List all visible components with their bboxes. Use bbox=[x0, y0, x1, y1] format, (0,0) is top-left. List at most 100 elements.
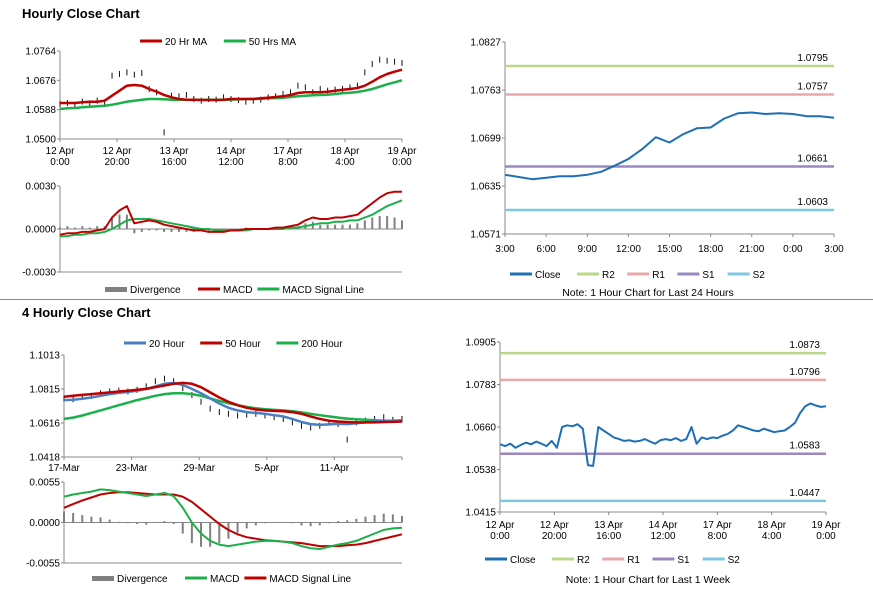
hourly-levels-y-tick: 1.0763 bbox=[470, 86, 501, 97]
four-hourly-levels-x-tick: 12 Apr bbox=[540, 520, 570, 531]
four-hourly-levels-x-tick: 16:00 bbox=[596, 531, 621, 542]
hourly-levels-legend-label: R1 bbox=[652, 270, 665, 281]
four-hourly-levels-note: Note: 1 Hour Chart for Last 1 Week bbox=[566, 574, 731, 586]
four-hourly-macd-legend-swatch bbox=[92, 576, 114, 581]
macd-line bbox=[59, 190, 402, 236]
hourly-price-x-tick: 12 Apr bbox=[46, 146, 76, 157]
hourly-levels-x-tick: 21:00 bbox=[739, 244, 764, 255]
level-label-r1: 1.0757 bbox=[797, 82, 828, 93]
level-label-s1: 1.0661 bbox=[797, 154, 828, 165]
four-hourly-levels-legend-label: S1 bbox=[677, 555, 690, 566]
hourly-price-x-tick: 0:00 bbox=[50, 157, 70, 168]
hourly-levels-legend-label: R2 bbox=[602, 270, 615, 281]
hourly-macd-legend-label: MACD bbox=[223, 285, 252, 296]
four-hourly-macd-legend-label: MACD bbox=[210, 574, 239, 585]
level-label-r2: 1.0795 bbox=[797, 53, 828, 64]
four-hourly-levels-y-tick: 1.0660 bbox=[465, 423, 496, 434]
four-hourly-levels-x-tick: 20:00 bbox=[542, 531, 567, 542]
four-hourly-price-y-tick: 1.1013 bbox=[29, 351, 60, 362]
hourly-price-x-tick: 18 Apr bbox=[331, 146, 361, 157]
four-hourly-levels-legend-label: Close bbox=[510, 555, 536, 566]
hourly-price-legend-label: 50 Hrs MA bbox=[249, 37, 297, 48]
close-line bbox=[499, 402, 827, 467]
hourly-levels-x-tick: 0:00 bbox=[783, 244, 803, 255]
hourly-macd-y-tick: 0.0000 bbox=[25, 225, 56, 236]
hourly-macd-legend-label: MACD Signal Line bbox=[282, 285, 364, 296]
four-hourly-macd-y-tick: -0.0055 bbox=[26, 559, 60, 570]
ma-20-line bbox=[63, 381, 403, 427]
four-hourly-price-y-tick: 1.0418 bbox=[29, 453, 60, 464]
hourly-header: Hourly Close Chart bbox=[22, 6, 140, 21]
level-label-s1: 1.0583 bbox=[789, 441, 820, 452]
hourly-macd-y-tick: 0.0030 bbox=[25, 182, 56, 193]
macd-signal-line bbox=[63, 491, 403, 548]
hourly-levels-legend-label: S2 bbox=[753, 270, 766, 281]
level-label-r2: 1.0873 bbox=[789, 340, 820, 351]
four-hourly-price-x-tick: 5-Apr bbox=[255, 463, 280, 474]
hourly-macd-legend-swatch bbox=[105, 287, 127, 292]
hourly-levels-x-tick: 18:00 bbox=[698, 244, 723, 255]
ma-50-line bbox=[63, 381, 403, 424]
hourly-levels-x-tick: 6:00 bbox=[536, 244, 556, 255]
hourly-price-x-tick: 12:00 bbox=[218, 157, 243, 168]
hourly-levels-y-tick: 1.0699 bbox=[470, 134, 501, 145]
four-hourly-macd-y-tick: 0.0055 bbox=[29, 478, 60, 489]
four-hourly-levels-x-tick: 8:00 bbox=[708, 531, 728, 542]
four-hourly-levels-x-tick: 19 Apr bbox=[812, 520, 842, 531]
hourly-price-y-tick: 1.0588 bbox=[25, 105, 56, 116]
four-hourly-levels-x-tick: 12:00 bbox=[650, 531, 675, 542]
hourly-price-y-tick: 1.0676 bbox=[25, 76, 56, 87]
level-label-s2: 1.0447 bbox=[789, 488, 820, 499]
four-hourly-levels-x-tick: 0:00 bbox=[490, 531, 510, 542]
ma-20-line bbox=[60, 68, 403, 105]
hourly-levels-legend-label: S1 bbox=[702, 270, 715, 281]
four-hourly-macd-y-tick: 0.0000 bbox=[29, 518, 60, 529]
four-hourly-header: 4 Hourly Close Chart bbox=[22, 305, 151, 320]
level-label-r1: 1.0796 bbox=[789, 367, 820, 378]
four-hourly-macd-legend-label: Divergence bbox=[117, 574, 168, 585]
hourly-price-x-tick: 8:00 bbox=[278, 157, 298, 168]
section-divider bbox=[0, 299, 873, 300]
hourly-price-x-tick: 4:00 bbox=[335, 157, 355, 168]
macd-line bbox=[63, 488, 403, 550]
four-hourly-levels-y-tick: 1.0415 bbox=[465, 508, 496, 519]
close-line bbox=[504, 111, 835, 181]
hourly-levels-note: Note: 1 Hour Chart for Last 24 Hours bbox=[562, 287, 734, 299]
four-hourly-price-x-tick: 23-Mar bbox=[116, 463, 148, 474]
four-hourly-levels-y-tick: 1.0905 bbox=[465, 338, 496, 349]
hourly-macd-legend-label: Divergence bbox=[130, 285, 181, 296]
hourly-levels-x-tick: 3:00 bbox=[495, 244, 515, 255]
hourly-levels-y-tick: 1.0827 bbox=[470, 38, 501, 49]
four-hourly-price-x-tick: 17-Mar bbox=[48, 463, 80, 474]
four-hourly-price-legend-label: 200 Hour bbox=[301, 339, 343, 350]
hourly-price-x-tick: 12 Apr bbox=[103, 146, 133, 157]
hourly-macd-y-tick: -0.0030 bbox=[22, 268, 56, 279]
level-label-s2: 1.0603 bbox=[797, 197, 828, 208]
four-hourly-levels-x-tick: 13 Apr bbox=[594, 520, 624, 531]
hourly-price-legend-label: 20 Hr MA bbox=[165, 37, 208, 48]
ma-200-line bbox=[63, 391, 403, 423]
hourly-levels-y-tick: 1.0635 bbox=[470, 182, 501, 193]
four-hourly-levels-y-tick: 1.0783 bbox=[465, 380, 496, 391]
hourly-price-y-tick: 1.0500 bbox=[25, 135, 56, 146]
hourly-price-x-tick: 20:00 bbox=[104, 157, 129, 168]
hourly-price-x-tick: 0:00 bbox=[392, 157, 412, 168]
hourly-price-x-tick: 13 Apr bbox=[160, 146, 190, 157]
ma-50-line bbox=[59, 79, 403, 111]
four-hourly-levels-x-tick: 12 Apr bbox=[486, 520, 516, 531]
four-hourly-levels-x-tick: 4:00 bbox=[762, 531, 782, 542]
four-hourly-levels-x-tick: 0:00 bbox=[816, 531, 836, 542]
hourly-price-x-tick: 16:00 bbox=[161, 157, 186, 168]
hourly-levels-legend-label: Close bbox=[535, 270, 561, 281]
four-hourly-levels-legend-label: S2 bbox=[728, 555, 741, 566]
hourly-price-x-tick: 19 Apr bbox=[388, 146, 418, 157]
hourly-levels-x-tick: 12:00 bbox=[616, 244, 641, 255]
hourly-price-x-tick: 17 Apr bbox=[274, 146, 304, 157]
four-hourly-macd-legend-label: MACD Signal Line bbox=[269, 574, 351, 585]
four-hourly-price-x-tick: 29-Mar bbox=[183, 463, 215, 474]
hourly-price-y-tick: 1.0764 bbox=[25, 47, 56, 58]
four-hourly-levels-legend-label: R2 bbox=[577, 555, 590, 566]
four-hourly-price-legend-label: 50 Hour bbox=[225, 339, 261, 350]
hourly-price-x-tick: 14 Apr bbox=[217, 146, 247, 157]
